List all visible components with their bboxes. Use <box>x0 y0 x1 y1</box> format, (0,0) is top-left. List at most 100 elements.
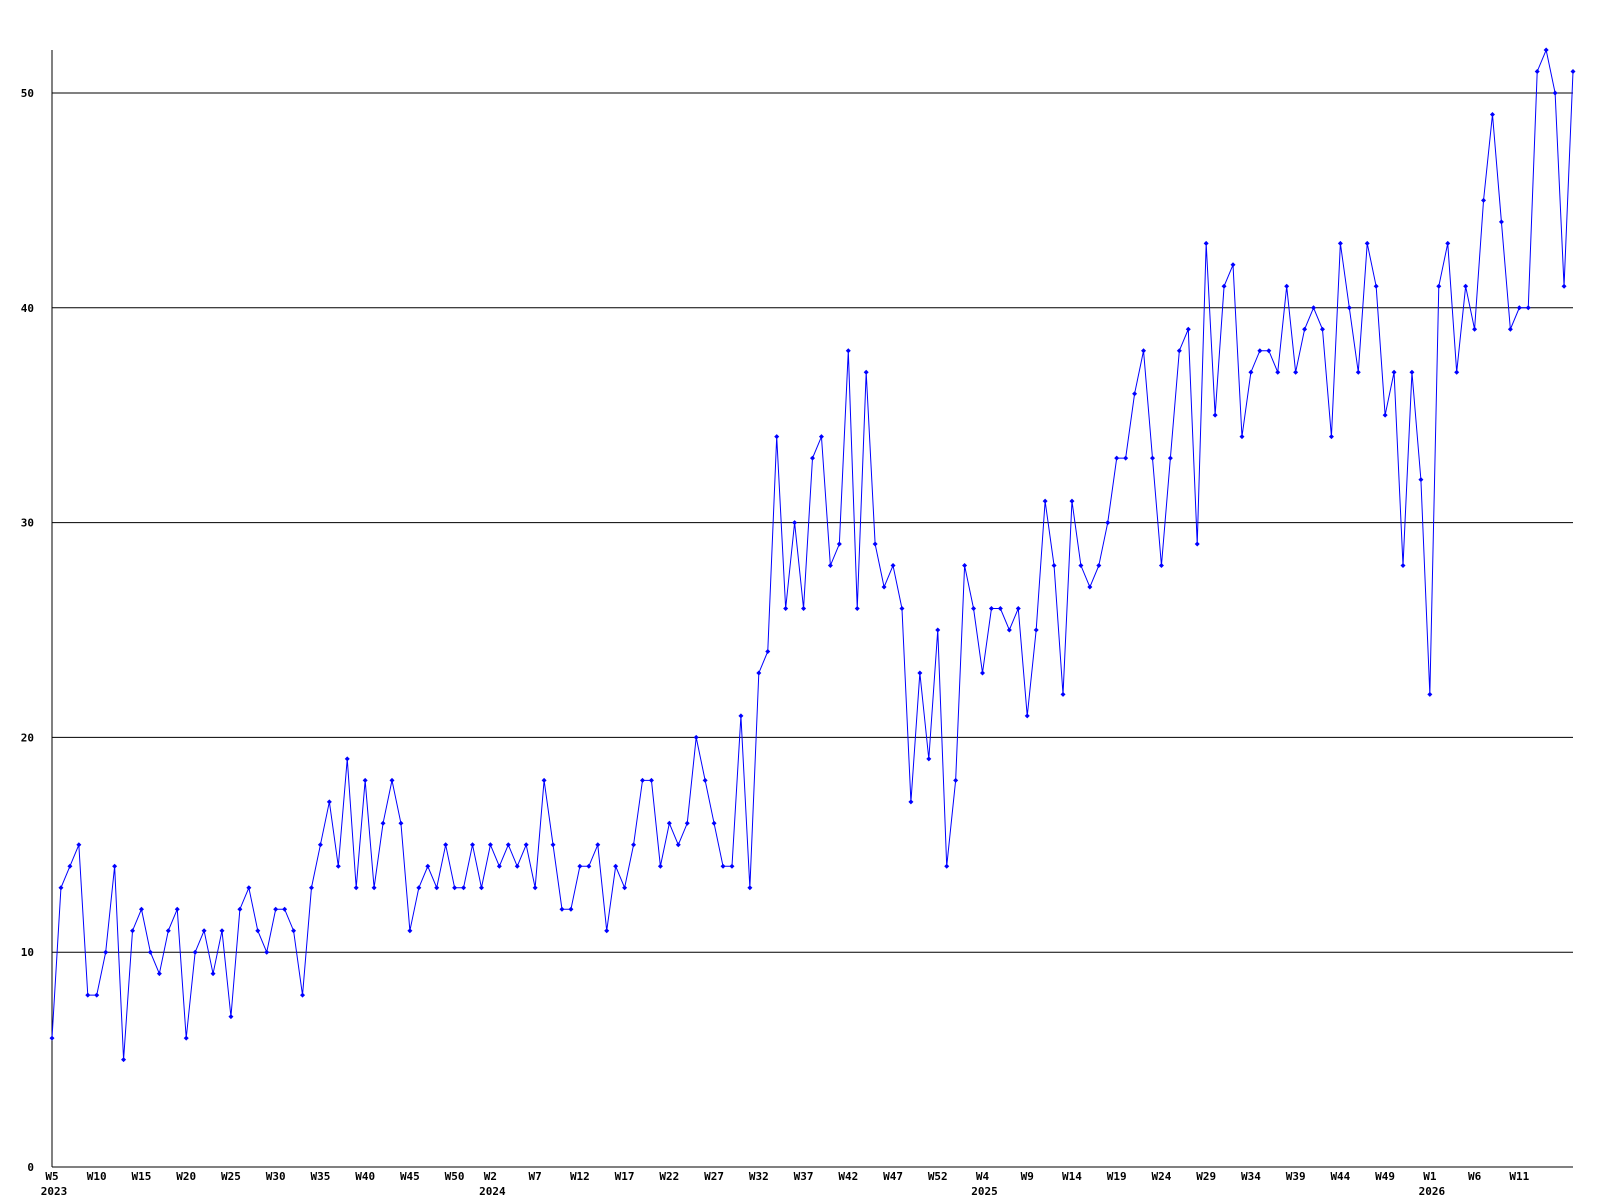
data-point <box>219 928 225 934</box>
data-point <box>1141 348 1147 354</box>
data-point <box>112 863 118 869</box>
x-tick-label: W45 <box>400 1170 420 1183</box>
data-point <box>836 541 842 547</box>
data-point <box>1427 691 1433 697</box>
data-point <box>1203 240 1209 246</box>
x-tick-label: W49 <box>1375 1170 1395 1183</box>
data-point <box>434 885 440 891</box>
data-point <box>1176 348 1182 354</box>
data-point <box>67 863 73 869</box>
data-point <box>1498 219 1504 225</box>
data-point <box>1302 326 1308 332</box>
data-point <box>1042 498 1048 504</box>
data-point <box>1221 283 1227 289</box>
x-year-label: 2024 <box>479 1185 506 1198</box>
data-point <box>1149 455 1155 461</box>
data-point <box>613 863 619 869</box>
data-point <box>568 906 574 912</box>
data-point <box>979 670 985 676</box>
data-point <box>273 906 279 912</box>
x-tick-label: W7 <box>529 1170 542 1183</box>
x-year-label: 2025 <box>971 1185 998 1198</box>
data-point <box>1489 111 1495 117</box>
data-point <box>1230 262 1236 268</box>
data-point <box>1561 283 1567 289</box>
data-point <box>532 885 538 891</box>
x-tick-label: W50 <box>445 1170 465 1183</box>
x-tick-label: W22 <box>659 1170 679 1183</box>
data-point <box>1069 498 1075 504</box>
x-tick-label: W19 <box>1107 1170 1127 1183</box>
data-point <box>1096 563 1102 569</box>
x-tick-label: W17 <box>615 1170 635 1183</box>
data-point <box>595 842 601 848</box>
x-tick-label: W4 <box>976 1170 990 1183</box>
data-point <box>684 820 690 826</box>
data-point <box>657 863 663 869</box>
data-point <box>505 842 511 848</box>
data-point <box>988 606 994 611</box>
data-point <box>756 670 762 676</box>
data-point <box>156 971 162 977</box>
data-point <box>944 863 950 869</box>
data-point <box>1185 326 1191 332</box>
data-point <box>264 949 270 955</box>
data-line <box>51 48 1574 1060</box>
data-point <box>514 863 520 869</box>
data-point <box>416 885 422 891</box>
data-point <box>854 606 860 611</box>
data-point <box>58 885 64 891</box>
data-point <box>371 885 377 891</box>
data-point <box>720 863 726 869</box>
data-point <box>1391 369 1397 375</box>
data-point <box>1248 369 1254 375</box>
data-point <box>49 1035 55 1041</box>
data-point <box>407 928 413 934</box>
data-point <box>326 799 332 805</box>
data-point <box>1409 369 1415 375</box>
data-point <box>282 906 288 912</box>
data-point <box>1266 348 1272 354</box>
data-point <box>228 1014 234 1020</box>
data-point <box>183 1035 189 1041</box>
data-point <box>935 627 941 633</box>
data-point <box>192 949 198 955</box>
data-point <box>1454 369 1460 375</box>
data-point <box>443 842 449 848</box>
x-tick-label: W12 <box>570 1170 590 1183</box>
data-point <box>121 1057 127 1063</box>
data-point <box>1311 305 1317 311</box>
x-tick-label: W6 <box>1468 1170 1482 1183</box>
data-point <box>648 777 654 783</box>
y-tick-label: 0 <box>27 1161 34 1174</box>
data-point <box>774 434 780 440</box>
data-point <box>210 971 216 977</box>
x-tick-label: W10 <box>87 1170 107 1183</box>
data-point <box>1060 691 1066 697</box>
x-tick-label: W9 <box>1021 1170 1034 1183</box>
x-tick-label: W11 <box>1509 1170 1529 1183</box>
data-point <box>1552 90 1558 96</box>
data-point <box>389 777 395 783</box>
data-point <box>487 842 493 848</box>
data-point <box>827 563 833 569</box>
data-point <box>1534 68 1540 74</box>
data-point <box>165 928 171 934</box>
data-point <box>496 863 502 869</box>
x-tick-label: W52 <box>928 1170 948 1183</box>
data-point <box>1463 283 1469 289</box>
data-point <box>1525 305 1531 311</box>
data-point <box>1257 348 1263 354</box>
data-point <box>398 820 404 826</box>
data-point <box>1543 47 1549 53</box>
data-point <box>711 820 717 826</box>
data-point <box>1015 606 1021 611</box>
data-point <box>765 648 771 654</box>
data-point <box>1293 369 1299 375</box>
x-tick-label: W39 <box>1286 1170 1306 1183</box>
data-point <box>908 799 914 805</box>
data-point <box>425 863 431 869</box>
x-tick-label: W5 <box>45 1170 58 1183</box>
data-point <box>300 992 306 998</box>
